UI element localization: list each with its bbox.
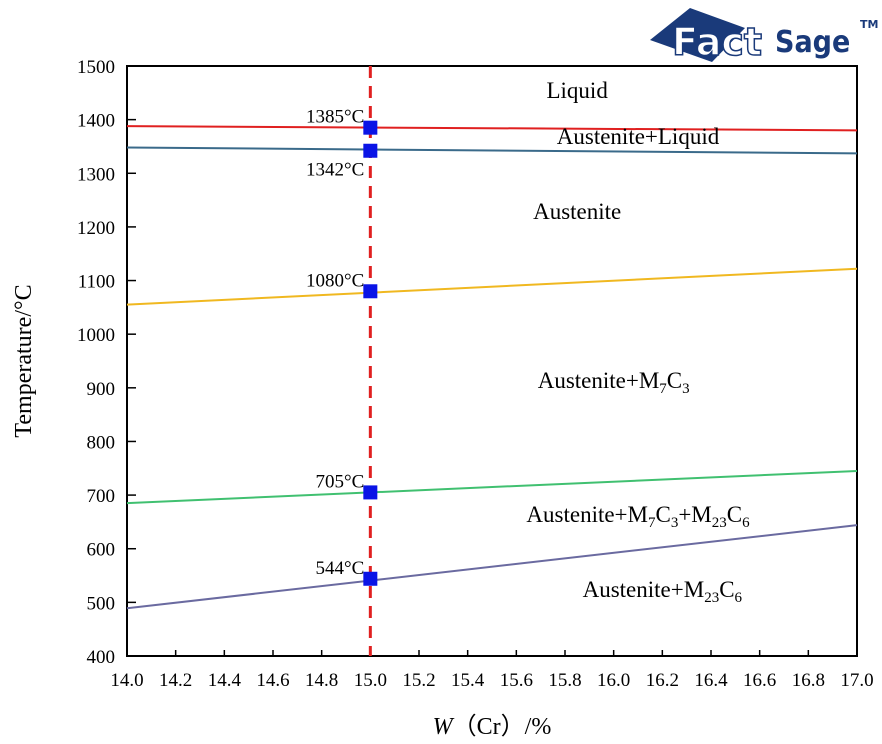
series-line-solidus — [126, 146, 858, 155]
logo-mark — [650, 8, 745, 62]
x-tick-label: 14.6 — [256, 670, 289, 691]
x-tick-label: 16.2 — [646, 670, 679, 691]
marker-label: 705°C — [316, 471, 365, 492]
series-line-m23c6-start — [126, 469, 858, 505]
x-tick-label: 16.6 — [743, 670, 776, 691]
logo-text-fact: Fact — [672, 20, 762, 64]
data-marker — [363, 143, 378, 158]
x-tick-label: 16.8 — [792, 670, 825, 691]
region-label: Austenite+M7C3 — [538, 368, 690, 397]
region-label: Liquid — [546, 78, 608, 103]
x-tick-label: 15.2 — [402, 670, 435, 691]
y-tick-label: 600 — [87, 540, 116, 561]
y-axis-label: Temperature/°C — [11, 284, 37, 437]
x-tick-label: 14.4 — [208, 670, 242, 691]
y-tick-label: 900 — [87, 379, 116, 400]
marker-label: 1080°C — [306, 270, 364, 291]
plot-frame — [126, 65, 858, 657]
x-tick-label: 14.0 — [110, 670, 143, 691]
y-tick-label: 400 — [87, 647, 116, 668]
y-tick-label: 1200 — [77, 218, 115, 239]
y-tick-label: 1500 — [77, 57, 115, 78]
x-tick-label: 16.0 — [597, 670, 630, 691]
marker-label: 1342°C — [306, 160, 364, 181]
logo-tm: TM — [860, 18, 878, 31]
y-tick-label: 800 — [87, 432, 116, 453]
y-tick-label: 1400 — [77, 111, 115, 132]
data-marker — [363, 120, 378, 135]
y-tick-label: 700 — [87, 486, 116, 507]
region-label: Austenite — [533, 199, 621, 224]
y-tick-label: 1100 — [78, 272, 115, 293]
marker-label: 544°C — [316, 558, 365, 579]
y-tick-label: 500 — [87, 593, 116, 614]
marker-label: 1385°C — [306, 107, 364, 128]
x-tick-label: 14.8 — [305, 670, 338, 691]
data-marker — [363, 284, 378, 299]
series-line-m7c3-end — [126, 524, 858, 610]
region-label: Austenite+Liquid — [557, 124, 720, 149]
y-tick-label: 1000 — [77, 325, 115, 346]
logo-text-sage: Sage — [775, 25, 850, 60]
data-marker — [363, 485, 378, 500]
x-tick-label: 14.2 — [159, 670, 192, 691]
data-marker — [363, 571, 378, 586]
x-axis-label: W（Cr）/% — [433, 714, 552, 740]
x-tick-label: 17.0 — [840, 670, 873, 691]
x-tick-label: 16.4 — [694, 670, 728, 691]
y-tick-label: 1300 — [77, 164, 115, 185]
x-tick-label: 15.0 — [354, 670, 387, 691]
region-label: Austenite+M7C3+M23C6 — [526, 502, 750, 531]
region-label: Austenite+M23C6 — [583, 577, 743, 606]
series-line-m7c3-start — [126, 267, 858, 306]
x-tick-label: 15.6 — [500, 670, 533, 691]
series-line-liquidus — [126, 125, 858, 132]
x-tick-label: 15.8 — [548, 670, 581, 691]
x-tick-label: 15.4 — [451, 670, 485, 691]
